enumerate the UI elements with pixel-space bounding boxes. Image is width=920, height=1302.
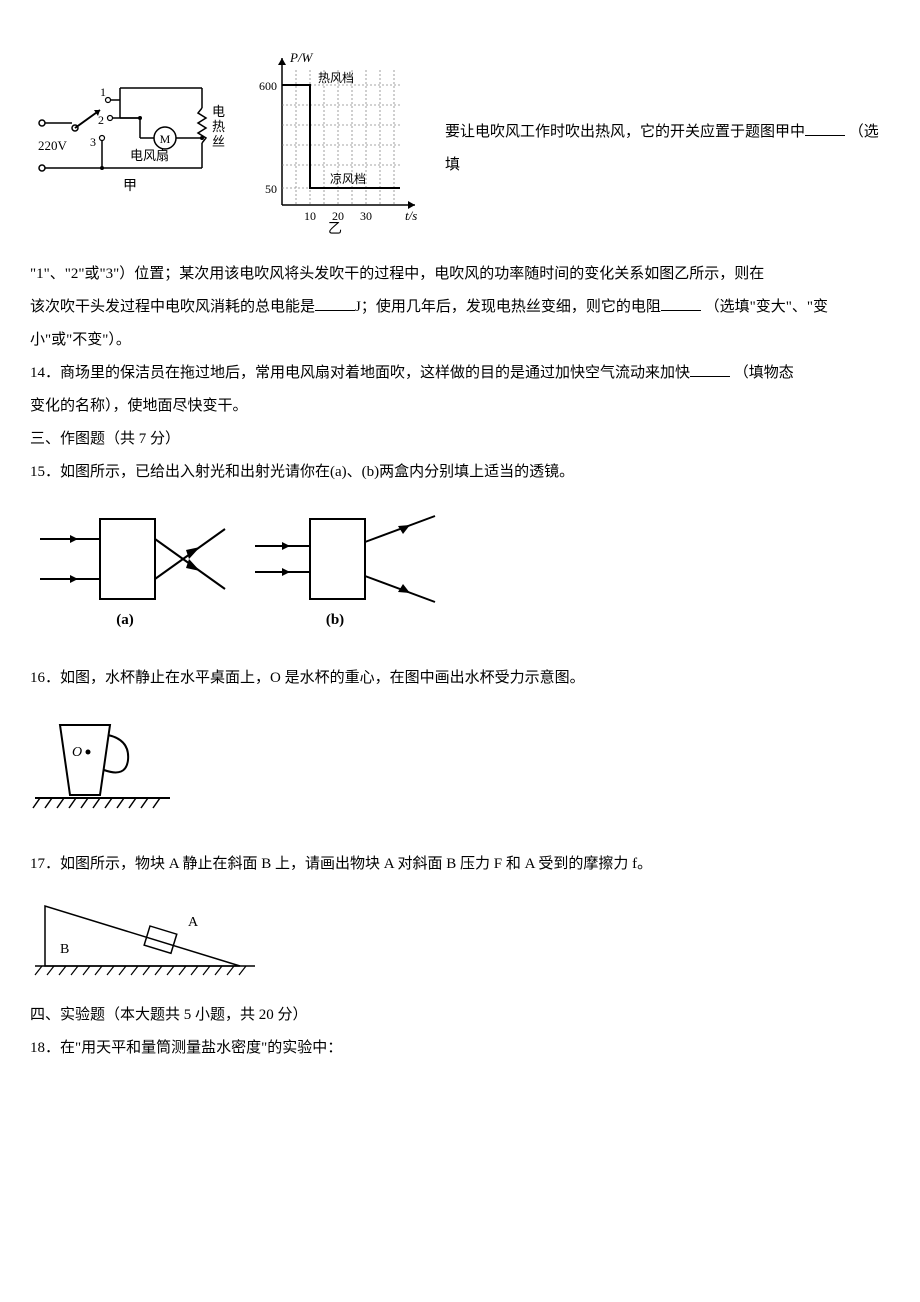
- blank-1: [805, 121, 845, 136]
- q14-c: 变化的名称），使地面尽快变干。: [30, 398, 248, 414]
- q14-line2: 变化的名称），使地面尽快变干。: [30, 390, 890, 423]
- xtick-30: 30: [360, 209, 372, 223]
- q13-line2: "1"、"2"或"3"）位置；某次用该电吹风将头发吹干的过程中，电吹风的功率随时…: [30, 258, 890, 291]
- q15-text: 如图所示，已给出入射光和出射光请你在(a)、(b)两盒内分别填上适当的透镜。: [60, 464, 574, 480]
- q14: 14．商场里的保洁员在拖过地后，常用电风扇对着地面吹，这样做的目的是通过加快空气…: [30, 357, 890, 390]
- xtick-10: 10: [304, 209, 316, 223]
- q13-inline-lead: 要让电吹风工作时吹出热风，它的开关应置于题图甲中 （选填: [445, 116, 890, 182]
- cup-svg: O: [30, 710, 180, 820]
- voltage-label: 220V: [38, 138, 68, 153]
- heater-label-3: 丝: [212, 134, 225, 149]
- q18: 18．在"用天平和量筒测量盐水密度"的实验中：: [30, 1032, 890, 1065]
- section3-title: 三、作图题（共 7 分）: [30, 423, 890, 456]
- lens-svg: (a) (b): [30, 504, 450, 634]
- fan-symbol: M: [160, 132, 171, 146]
- q15-num: 15．: [30, 464, 60, 480]
- q13-l2a: "1"、"2"或"3"）位置；某次用该电吹风将头发吹干的过程中，电吹风的功率随时…: [30, 266, 764, 282]
- q14-num: 14．: [30, 365, 60, 381]
- q13-l3c: （选填"变大"、"变: [705, 299, 828, 315]
- cup-figure: O: [30, 710, 890, 833]
- q18-text: 在"用天平和量筒测量盐水密度"的实验中：: [60, 1040, 342, 1056]
- circuit-caption: 甲: [123, 179, 137, 194]
- chart-caption: 乙: [328, 221, 342, 235]
- q13-lead: 要让电吹风工作时吹出热风，它的开关应置于题图甲中: [445, 124, 805, 140]
- blank-3: [661, 296, 701, 311]
- q13-figure-row: 220V 1 2 3 电 热 丝: [30, 50, 890, 248]
- power-chart: P/W t/s 600 50 10 20 30: [250, 50, 425, 248]
- incline-b-label: B: [60, 942, 69, 957]
- section4-title: 四、实验题（本大题共 5 小题，共 20 分）: [30, 999, 890, 1032]
- q14-a: 商场里的保洁员在拖过地后，常用电风扇对着地面吹，这样做的目的是通过加快空气流动来…: [60, 365, 690, 381]
- x-axis-label: t/s: [405, 208, 417, 223]
- q17-num: 17．: [30, 856, 60, 872]
- heater-label-1: 电: [212, 104, 225, 119]
- q13-l3b: J；使用几年后，发现电热丝变细，则它的电阻: [355, 299, 661, 315]
- lens-label-b: (b): [326, 612, 344, 628]
- q13-line3: 该次吹干头发过程中电吹风消耗的总电能是 J；使用几年后，发现电热丝变细，则它的电阻…: [30, 291, 890, 324]
- q13-line4: 小"或"不变"）。: [30, 324, 890, 357]
- cool-label: 凉风档: [330, 171, 366, 186]
- heater-label-2: 热: [212, 119, 225, 134]
- incline-figure: A B: [30, 891, 890, 994]
- q14-b: （填物态: [734, 365, 794, 381]
- q16-num: 16．: [30, 670, 60, 686]
- o-label: O: [72, 745, 82, 760]
- circuit-svg: 220V 1 2 3 电 热 丝: [30, 68, 230, 218]
- y-axis-label: P/W: [289, 50, 314, 65]
- q18-num: 18．: [30, 1040, 60, 1056]
- lens-label-a: (a): [116, 612, 134, 628]
- q17-text: 如图所示，物块 A 静止在斜面 B 上，请画出物块 A 对斜面 B 压力 F 和…: [60, 856, 652, 872]
- switch-pos-2: 2: [98, 113, 104, 127]
- blank-2: [315, 296, 355, 311]
- q16: 16．如图，水杯静止在水平桌面上，O 是水杯的重心，在图中画出水杯受力示意图。: [30, 662, 890, 695]
- fan-label: 电风扇: [130, 148, 169, 163]
- q13-l4a: 小"或"不变"）。: [30, 332, 131, 348]
- blank-4: [690, 362, 730, 377]
- circuit-diagram: 220V 1 2 3 电 热 丝: [30, 68, 230, 231]
- ytick-600: 600: [259, 79, 277, 93]
- q13-l3a: 该次吹干头发过程中电吹风消耗的总电能是: [30, 299, 315, 315]
- q15: 15．如图所示，已给出入射光和出射光请你在(a)、(b)两盒内分别填上适当的透镜…: [30, 456, 890, 489]
- chart-svg: P/W t/s 600 50 10 20 30: [250, 50, 425, 235]
- ytick-50: 50: [265, 182, 277, 196]
- q17: 17．如图所示，物块 A 静止在斜面 B 上，请画出物块 A 对斜面 B 压力 …: [30, 848, 890, 881]
- hot-label: 热风档: [318, 71, 354, 85]
- incline-svg: A B: [30, 891, 260, 981]
- lens-figure: (a) (b): [30, 504, 890, 647]
- switch-pos-3: 3: [90, 135, 96, 149]
- switch-pos-1: 1: [100, 85, 106, 99]
- xtick-20: 20: [332, 209, 344, 223]
- q16-text: 如图，水杯静止在水平桌面上，O 是水杯的重心，在图中画出水杯受力示意图。: [60, 670, 585, 686]
- block-a-label: A: [188, 915, 199, 930]
